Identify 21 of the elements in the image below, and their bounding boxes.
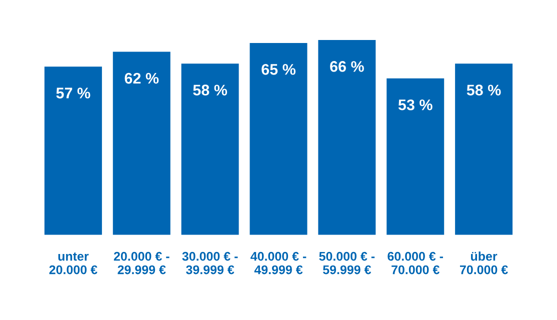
x-tick-label: 30.000 € - 39.999 € bbox=[182, 252, 238, 274]
x-tick-label: 40.000 € - 49.999 € bbox=[250, 252, 306, 274]
data-label: 65 % bbox=[262, 64, 296, 75]
x-tick-label: 50.000 € - 59.999 € bbox=[319, 252, 375, 274]
bar bbox=[455, 64, 513, 235]
data-label: 57 % bbox=[56, 88, 90, 98]
data-label: 62 % bbox=[124, 72, 159, 84]
x-tick-label: unter 20.000 € bbox=[49, 252, 98, 274]
bar bbox=[44, 66, 102, 235]
data-label: 58 % bbox=[466, 84, 501, 96]
bar bbox=[112, 52, 170, 235]
bar bbox=[318, 40, 376, 235]
bar bbox=[250, 42, 308, 235]
x-tick-label: 60.000 € - 70.000 € bbox=[388, 252, 444, 274]
data-label: 66 % bbox=[330, 61, 364, 72]
x-tick-label: 20.000 € - 29.999 € bbox=[114, 252, 170, 274]
data-label: 53 % bbox=[398, 99, 432, 110]
data-label: 58 % bbox=[193, 84, 228, 96]
bar bbox=[386, 78, 444, 235]
bar bbox=[181, 64, 239, 235]
x-tick-label: über 70.000 € bbox=[460, 252, 508, 274]
